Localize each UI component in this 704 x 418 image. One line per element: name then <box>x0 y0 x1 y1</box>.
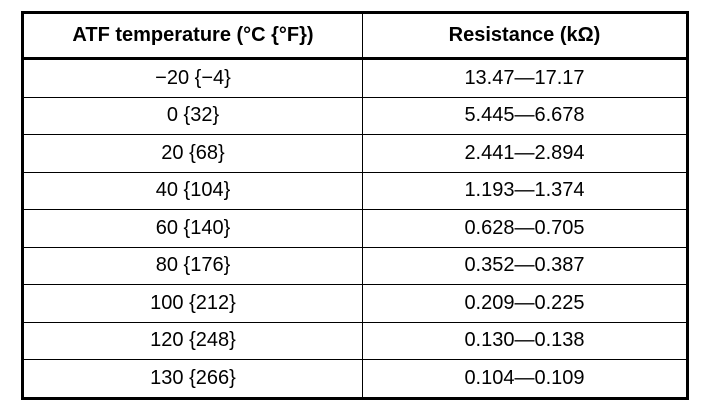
header-row: ATF temperature (°C {°F}) Resistance (kΩ) <box>22 12 688 60</box>
table-cell: 80 {176} <box>22 246 363 285</box>
table-row: −20 {−4} 13.47—17.17 <box>22 58 688 98</box>
header-cell: ATF temperature (°C {°F}) <box>22 12 363 60</box>
table-row: 20 {68} 2.441—2.894 <box>22 134 688 173</box>
table-row: 100 {212} 0.209—0.225 <box>22 284 688 323</box>
table-cell: 1.193—1.374 <box>362 171 688 210</box>
table-body: −20 {−4} 13.47—17.17 0 {32} 5.445—6.678 20 {… <box>22 58 688 399</box>
header-cell: Resistance (kΩ) <box>362 12 688 60</box>
table-cell: 130 {266} <box>22 359 363 399</box>
table-row: 120 {248} 0.130—0.138 <box>22 321 688 360</box>
table-cell: 0.209—0.225 <box>362 284 688 323</box>
table-cell: 13.47—17.17 <box>362 58 688 98</box>
table-row: 0 {32} 5.445—6.678 <box>22 96 688 135</box>
table-row: 60 {140} 0.628—0.705 <box>22 209 688 248</box>
table-cell: 0.352—0.387 <box>362 246 688 285</box>
resistance-table: ATF temperature (°C {°F}) Resistance (kΩ)… <box>21 11 689 400</box>
table-row: 40 {104} 1.193—1.374 <box>22 171 688 210</box>
table-cell: 120 {248} <box>22 321 363 360</box>
table-cell: 0.104—0.109 <box>362 359 688 399</box>
table-cell: 0 {32} <box>22 96 363 135</box>
table-cell: 100 {212} <box>22 284 363 323</box>
table-cell: 40 {104} <box>22 171 363 210</box>
table-row: 130 {266} 0.104—0.109 <box>22 359 688 399</box>
table-cell: 0.628—0.705 <box>362 209 688 248</box>
table-header: ATF temperature (°C {°F}) Resistance (kΩ) <box>22 12 688 60</box>
table-cell: 20 {68} <box>22 134 363 173</box>
table-cell: 0.130—0.138 <box>362 321 688 360</box>
table-cell: 2.441—2.894 <box>362 134 688 173</box>
table-cell: −20 {−4} <box>22 58 363 98</box>
table-cell: 5.445—6.678 <box>362 96 688 135</box>
table-cell: 60 {140} <box>22 209 363 248</box>
table-row: 80 {176} 0.352—0.387 <box>22 246 688 285</box>
